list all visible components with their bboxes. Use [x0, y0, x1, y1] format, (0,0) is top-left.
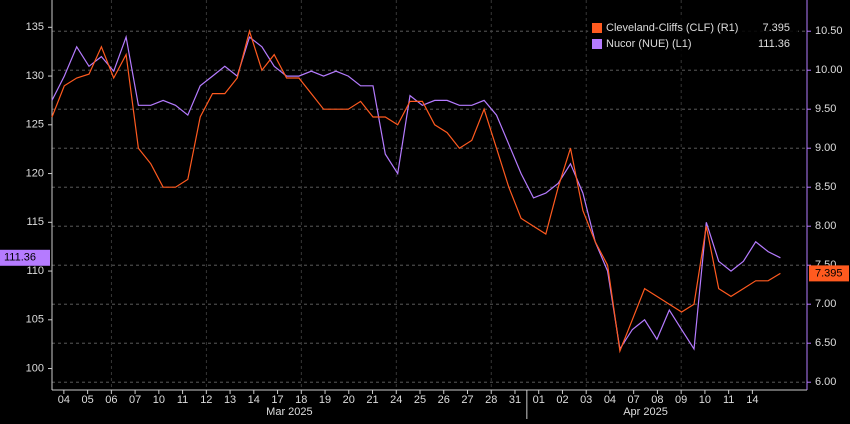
legend-label: Nucor (NUE) (L1)	[606, 38, 692, 50]
x-tick-label: 13	[224, 394, 236, 406]
x-tick-label: 27	[461, 394, 473, 406]
legend-value: 111.36	[758, 38, 790, 50]
y2-tick-label: 6.00	[815, 376, 836, 388]
series-line	[51, 29, 781, 354]
x-tick-label: 08	[651, 394, 663, 406]
last-value-label: 7.395	[815, 267, 843, 279]
legend-swatch	[592, 39, 602, 49]
y2-tick-label: 10.50	[815, 25, 843, 37]
x-tick-label: 05	[81, 394, 93, 406]
y-tick-label: 125	[26, 119, 44, 131]
last-value-badge	[809, 265, 849, 282]
series-line	[51, 34, 781, 351]
legend-label: Cleveland-Cliffs (CLF) (R1)	[606, 22, 738, 34]
y2-tick-label: 9.50	[815, 103, 836, 115]
x-tick-label: 14	[746, 394, 758, 406]
x-tick-label: 25	[414, 394, 426, 406]
y-tick-label: 130	[26, 70, 44, 82]
x-tick-label: 04	[58, 394, 70, 406]
y2-tick-label: 7.00	[815, 298, 836, 310]
y2-tick-label: 6.50	[815, 337, 836, 349]
y-tick-label: 105	[26, 314, 44, 326]
x-tick-label: 10	[699, 394, 711, 406]
last-value-badge	[0, 249, 50, 266]
last-value-label: 111.36	[4, 252, 36, 264]
x-tick-label: 07	[129, 394, 141, 406]
legend-value: 7.395	[762, 22, 790, 34]
y2-tick-label: 9.00	[815, 142, 836, 154]
y2-tick-label: 8.50	[815, 181, 836, 193]
x-tick-label: 12	[200, 394, 212, 406]
x-tick-label: 14	[248, 394, 260, 406]
legend-box	[588, 18, 798, 60]
x-tick-label: 31	[509, 394, 521, 406]
x-tick-label: 21	[366, 394, 378, 406]
x-tick-label: 04	[604, 394, 616, 406]
x-tick-label: 11	[177, 394, 188, 406]
x-tick-label: 24	[390, 394, 402, 406]
y2-tick-label: 10.00	[815, 64, 843, 76]
y-tick-label: 115	[26, 216, 44, 228]
x-tick-label: 06	[105, 394, 117, 406]
x-tick-label: 01	[533, 394, 545, 406]
x-tick-label: 17	[271, 394, 283, 406]
legend-swatch	[592, 23, 602, 33]
x-tick-label: 03	[580, 394, 592, 406]
month-label: Mar 2025	[266, 406, 312, 418]
y-tick-label: 135	[26, 21, 44, 33]
month-label: Apr 2025	[623, 406, 668, 418]
x-tick-label: 26	[438, 394, 450, 406]
y2-tick-label: 8.00	[815, 220, 836, 232]
x-tick-label: 09	[675, 394, 687, 406]
x-tick-label: 20	[343, 394, 355, 406]
y-tick-label: 110	[26, 265, 44, 277]
x-tick-label: 18	[295, 394, 307, 406]
x-tick-label: 28	[485, 394, 497, 406]
x-tick-label: 11	[723, 394, 734, 406]
y-tick-label: 100	[26, 362, 44, 374]
x-tick-label: 19	[319, 394, 331, 406]
x-tick-label: 10	[153, 394, 165, 406]
y-tick-label: 120	[26, 167, 44, 179]
x-tick-label: 07	[628, 394, 640, 406]
x-tick-label: 02	[556, 394, 568, 406]
